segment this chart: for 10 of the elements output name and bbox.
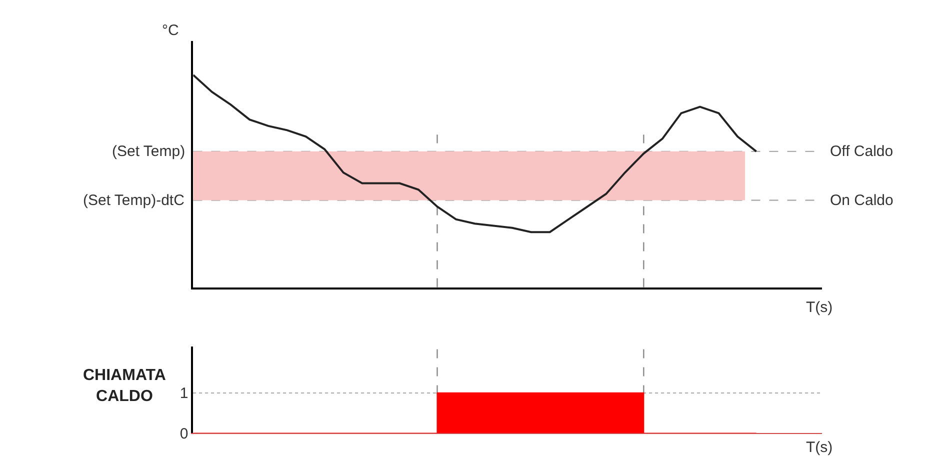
ref-line-label: On Caldo [830,192,894,209]
text: (Set Temp)-dtC [83,192,185,209]
y-tick-label: 0 [180,425,188,442]
y-tick-label: 1 [180,385,188,402]
y-axis-title: CHIAMATA CALDO [83,367,166,405]
ref-line-label: Off Caldo [830,143,894,160]
text: (Set Temp) [112,143,186,160]
x-axis-title: T(s) [806,299,833,316]
x-axis-title: T(s) [806,439,833,456]
y-axis-title: °C [162,22,179,39]
